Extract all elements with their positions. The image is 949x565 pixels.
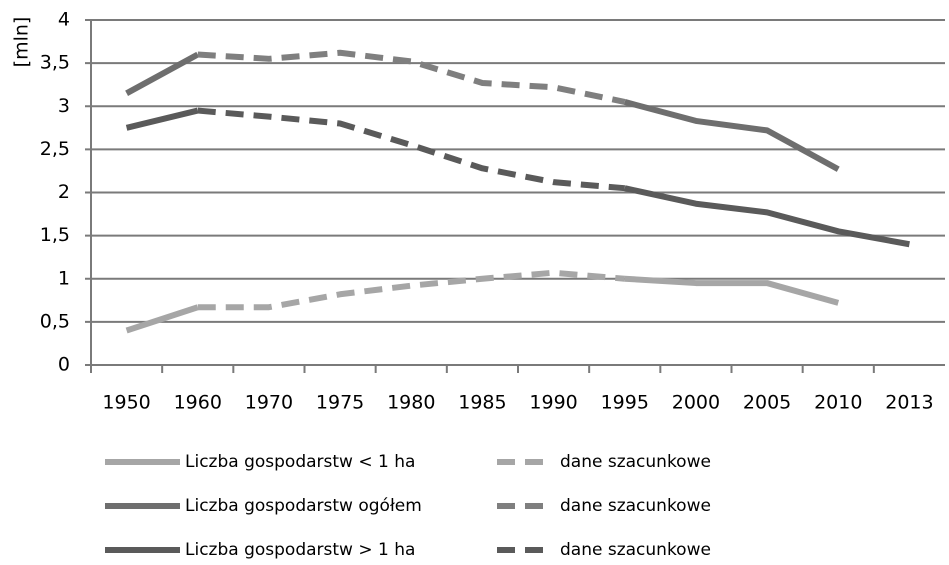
estimate-line [197, 49, 626, 105]
x-tick-label: 1985 [458, 392, 506, 414]
x-tick-label: 2000 [672, 392, 720, 414]
y-tick-label: 0,5 [40, 310, 70, 332]
x-tick-label: 2010 [814, 392, 862, 414]
y-tick-label: 1 [58, 267, 70, 289]
legend-label: Liczba gospodarstw > 1 ha [185, 540, 415, 560]
x-tick-label: 1950 [102, 392, 150, 414]
series-line [125, 107, 910, 248]
legend-label: dane szacunkowe [560, 540, 711, 560]
y-tick-label: 1,5 [40, 224, 70, 246]
x-tick-label: 1970 [245, 392, 293, 414]
y-tick-label: 2 [58, 181, 70, 203]
y-tick-label: 0 [58, 354, 70, 376]
estimate-line [197, 269, 626, 311]
x-tick-label: 2005 [743, 392, 791, 414]
x-tick-label: 1995 [601, 392, 649, 414]
series-line [125, 275, 840, 334]
legend-label: dane szacunkowe [560, 496, 711, 516]
estimate-line [197, 107, 626, 192]
y-axis-label: [mln] [11, 17, 33, 68]
y-tick-label: 3 [58, 95, 70, 117]
y-tick-label: 4 [58, 9, 70, 31]
y-tick-label: 2,5 [40, 138, 70, 160]
x-tick-label: 2013 [885, 392, 933, 414]
legend-label: Liczba gospodarstw ogółem [185, 496, 422, 516]
legend-label: Liczba gospodarstw < 1 ha [185, 452, 415, 472]
x-tick-label: 1990 [529, 392, 577, 414]
x-tick-label: 1975 [316, 392, 364, 414]
x-tick-label: 1960 [174, 392, 222, 414]
series-line [125, 51, 840, 172]
x-tick-label: 1980 [387, 392, 435, 414]
legend-label: dane szacunkowe [560, 452, 711, 472]
y-tick-label: 3,5 [40, 52, 70, 74]
